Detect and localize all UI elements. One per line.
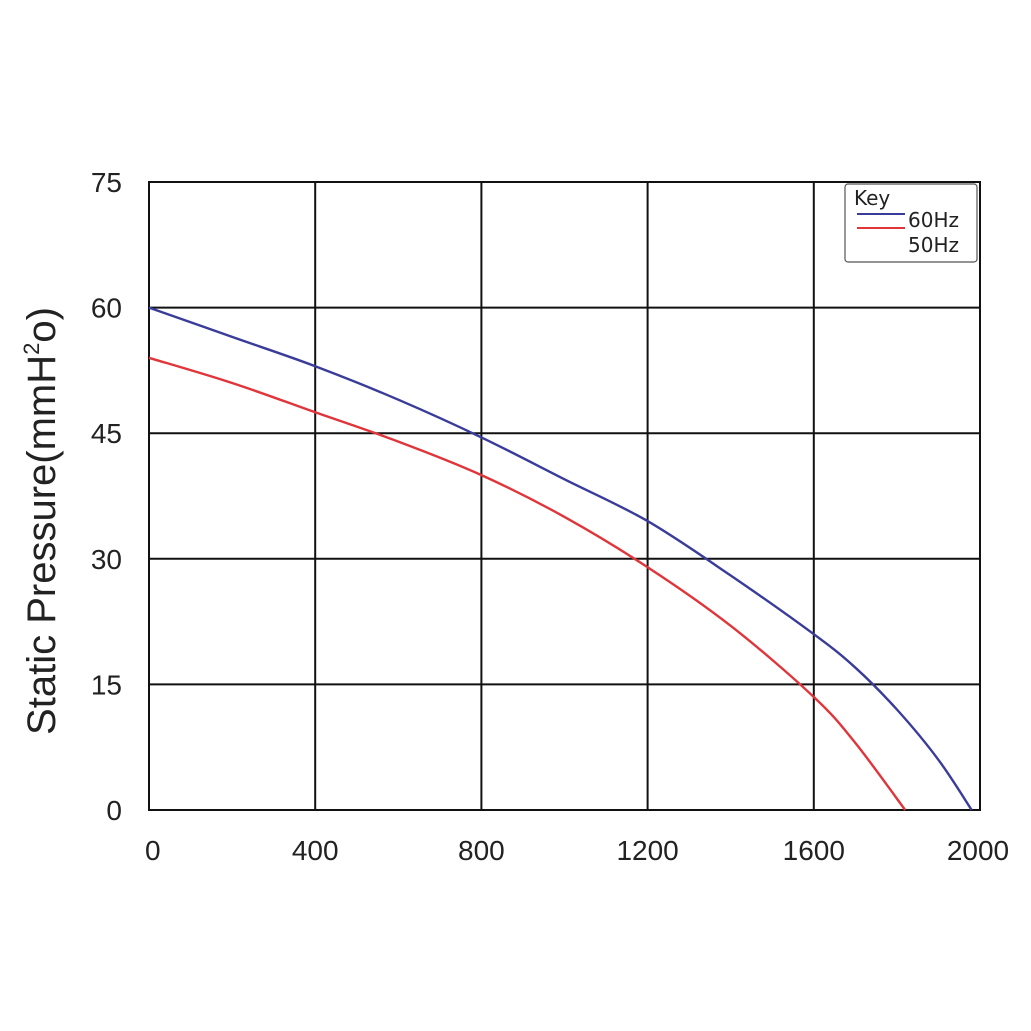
y-axis-label-superscript: 2 — [19, 343, 44, 355]
y-tick-label: 45 — [91, 418, 122, 449]
y-axis: 0 15 30 45 60 75 — [91, 167, 122, 826]
x-tick-label: 0 — [145, 835, 161, 866]
series-line-50hz — [148, 356, 907, 811]
legend-label-60hz: 60Hz — [908, 208, 959, 232]
y-tick-label: 30 — [91, 544, 122, 575]
y-axis-label: Static Pressure(mmH2o) — [19, 307, 64, 735]
legend-box — [844, 183, 978, 263]
series-group — [148, 306, 973, 811]
x-tick-label: 2000 — [947, 835, 1009, 866]
series-line-60hz — [148, 306, 973, 811]
y-tick-label: 15 — [91, 669, 122, 700]
y-tick-label: 60 — [91, 293, 122, 324]
plot-frame — [148, 181, 981, 811]
x-tick-label: 400 — [292, 835, 339, 866]
x-axis: 0 400 800 1200 1600 2000 — [145, 835, 1009, 866]
grid — [148, 181, 981, 811]
x-tick-label: 800 — [458, 835, 505, 866]
legend-label-50hz: 50Hz — [908, 233, 959, 257]
x-tick-label: 1600 — [783, 835, 845, 866]
y-axis-label-main: Static Pressure(mmH — [20, 355, 64, 735]
x-tick-label: 1200 — [616, 835, 678, 866]
legend-title: Key — [854, 186, 890, 210]
y-tick-label: 0 — [106, 795, 122, 826]
y-tick-label: 75 — [91, 167, 122, 198]
y-axis-label-tail: o) — [20, 307, 64, 343]
